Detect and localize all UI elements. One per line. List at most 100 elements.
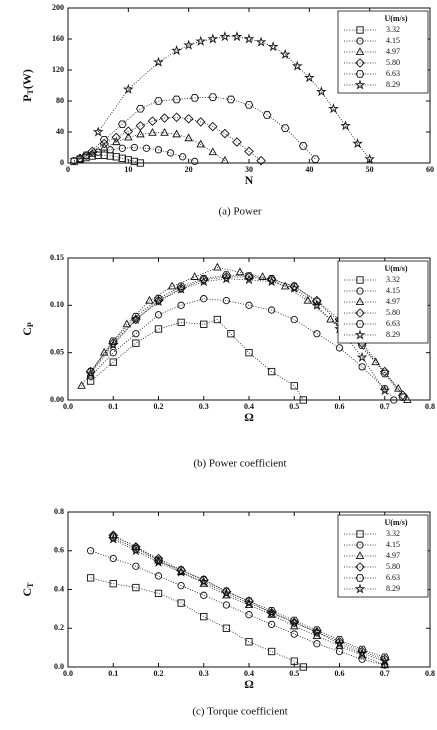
- marker: [213, 262, 222, 271]
- marker: [311, 155, 320, 163]
- marker: [99, 347, 109, 356]
- x-tick-label: 0.7: [380, 402, 390, 411]
- x-axis-label: Ω: [244, 677, 254, 691]
- marker: [398, 390, 408, 401]
- marker: [290, 315, 298, 324]
- marker: [235, 267, 245, 276]
- marker: [340, 120, 351, 131]
- marker: [298, 142, 308, 150]
- marker: [86, 574, 95, 582]
- legend-box: [337, 260, 429, 344]
- y-axis-label: CP: [20, 322, 35, 336]
- marker: [219, 31, 231, 42]
- legend-label: 4.97: [386, 47, 400, 56]
- marker: [244, 272, 254, 280]
- marker: [290, 630, 298, 638]
- marker: [171, 45, 182, 56]
- y-axis-label-part: P: [20, 95, 34, 102]
- y-axis-label-part: (W): [20, 69, 34, 89]
- marker: [160, 128, 169, 136]
- marker: [356, 276, 364, 284]
- x-tick-label: 0.6: [335, 402, 345, 411]
- y-tick-label: 0.0: [54, 662, 64, 671]
- x-axis-label: Ω: [244, 410, 254, 424]
- marker: [245, 611, 253, 619]
- marker: [132, 339, 140, 347]
- marker: [132, 330, 140, 338]
- marker: [111, 132, 122, 143]
- legend-title: U(m/s): [384, 264, 407, 273]
- marker: [243, 33, 255, 44]
- marker: [154, 325, 163, 333]
- legend-label: 5.80: [386, 562, 400, 571]
- marker: [279, 48, 291, 60]
- marker: [109, 554, 117, 563]
- marker: [299, 663, 307, 671]
- series-line: [113, 534, 385, 660]
- marker: [380, 653, 390, 662]
- marker: [172, 129, 181, 138]
- marker: [352, 138, 363, 149]
- marker: [198, 276, 210, 287]
- y-axis-label-part: P: [26, 322, 35, 327]
- marker: [231, 31, 243, 42]
- marker: [313, 640, 321, 648]
- marker: [75, 154, 85, 163]
- marker: [354, 79, 366, 90]
- marker: [358, 363, 366, 371]
- legend-label: 6.63: [386, 69, 400, 78]
- marker: [190, 272, 199, 280]
- x-tick-label: 0.2: [154, 402, 164, 411]
- marker: [379, 384, 391, 396]
- marker: [117, 120, 127, 129]
- y-tick-label: 0.4: [54, 584, 64, 593]
- marker: [232, 137, 242, 147]
- marker: [334, 637, 345, 647]
- marker: [196, 139, 206, 148]
- y-tick-label: 0.6: [54, 546, 64, 555]
- marker: [267, 306, 276, 314]
- x-tick-label: 0.5: [289, 669, 299, 678]
- marker: [131, 542, 141, 552]
- marker: [208, 121, 218, 132]
- marker: [394, 383, 403, 392]
- legend-label: 4.15: [386, 286, 400, 295]
- marker: [267, 367, 276, 376]
- marker: [355, 551, 365, 560]
- marker: [213, 315, 221, 324]
- y-axis-label: CT: [20, 582, 35, 597]
- marker: [145, 295, 154, 304]
- caption: (c) Torque coefficient: [192, 706, 287, 718]
- x-tick-label: 10: [124, 165, 132, 174]
- marker: [316, 86, 327, 97]
- marker: [357, 645, 367, 654]
- marker: [183, 39, 194, 50]
- x-tick-label: 60: [426, 165, 434, 174]
- marker: [147, 116, 158, 126]
- marker: [208, 93, 218, 101]
- marker: [108, 530, 118, 539]
- marker: [221, 273, 232, 284]
- marker: [108, 338, 119, 348]
- legend-label: 3.32: [386, 529, 400, 538]
- marker: [303, 295, 313, 304]
- caption: (a) Power: [218, 206, 261, 218]
- marker: [198, 274, 209, 285]
- x-tick-label: 0.4: [244, 402, 254, 411]
- marker: [243, 274, 255, 285]
- marker: [258, 272, 267, 280]
- marker: [177, 301, 185, 309]
- marker: [166, 149, 175, 157]
- marker: [243, 597, 255, 608]
- y-tick-label: 160: [52, 34, 64, 43]
- marker: [87, 146, 97, 157]
- legend-label: 5.80: [386, 308, 400, 317]
- marker: [334, 638, 345, 649]
- marker: [299, 396, 307, 404]
- x-tick-label: 0.3: [199, 669, 209, 678]
- marker: [245, 638, 253, 646]
- marker: [200, 591, 208, 599]
- marker: [175, 566, 187, 577]
- marker: [379, 655, 391, 666]
- marker: [364, 153, 375, 164]
